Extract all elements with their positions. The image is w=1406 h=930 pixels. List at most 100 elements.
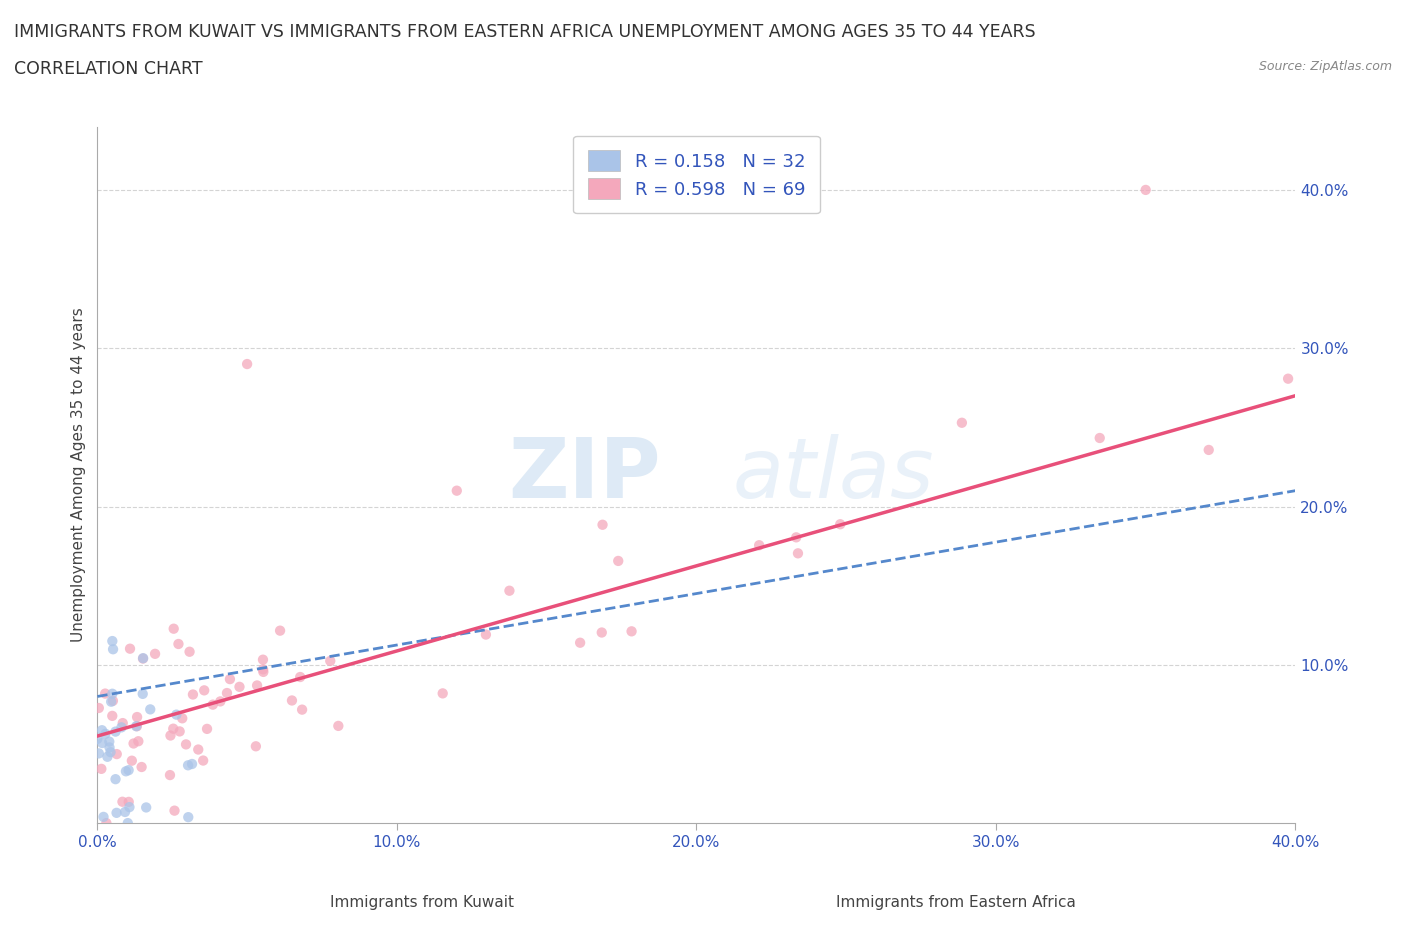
Point [118,642,141,657]
Point [172,711,194,725]
Point [100,695,122,710]
Text: Immigrants from Eastern Africa: Immigrants from Eastern Africa [837,895,1076,910]
Point [569,635,592,650]
Point [98,740,121,755]
Point [236,356,259,371]
Point [446,484,468,498]
Point [90,762,112,777]
Point [121,753,143,768]
Point [246,678,269,693]
Point [1135,182,1157,197]
Point [132,651,155,666]
Point [215,685,238,700]
Point [169,724,191,738]
Point [132,686,155,701]
Point [179,644,201,659]
Y-axis label: Unemployment Among Ages 35 to 44 years: Unemployment Among Ages 35 to 44 years [72,308,86,643]
Point [181,756,204,771]
Point [1198,443,1220,458]
Point [193,683,215,698]
Point [319,654,342,669]
Point [620,624,643,639]
Text: CORRELATION CHART: CORRELATION CHART [14,60,202,78]
Point [143,646,166,661]
Point [252,662,274,677]
Text: Immigrants from Kuwait: Immigrants from Kuwait [330,895,513,910]
Point [135,800,157,815]
Point [159,728,181,743]
Point [111,794,134,809]
Point [163,621,186,636]
Point [114,804,136,819]
Point [87,746,110,761]
Point [498,583,520,598]
Point [117,816,139,830]
Point [101,633,124,648]
Point [607,553,630,568]
Point [96,750,118,764]
Point [98,734,121,749]
Text: Source: ZipAtlas.com: Source: ZipAtlas.com [1258,60,1392,73]
Point [167,636,190,651]
Point [1088,431,1111,445]
Point [159,767,181,782]
Point [115,764,138,778]
Point [96,816,118,830]
Point [101,709,124,724]
Point [181,687,204,702]
Point [94,726,117,741]
Point [252,652,274,667]
Point [110,720,132,735]
Text: atlas: atlas [733,434,934,515]
Point [950,416,973,431]
Point [328,719,350,734]
Point [91,723,114,737]
Legend: R = 0.158   N = 32, R = 0.598   N = 69: R = 0.158 N = 32, R = 0.598 N = 69 [574,136,820,214]
Point [592,517,614,532]
Point [127,710,149,724]
Point [127,734,149,749]
Point [122,736,145,751]
Point [101,694,124,709]
Point [86,732,108,747]
Point [165,707,187,722]
Point [787,546,810,561]
Point [101,642,124,657]
Point [177,758,200,773]
Point [290,670,312,684]
Point [100,745,122,760]
Point [162,722,184,737]
Point [201,698,224,712]
Point [105,747,128,762]
Point [830,517,852,532]
Point [104,724,127,739]
Point [105,805,128,820]
Point [132,651,155,666]
Point [93,809,115,824]
Point [269,623,291,638]
Point [125,719,148,734]
Point [591,625,613,640]
Point [748,538,770,552]
Point [117,763,139,777]
Point [432,686,454,701]
Point [195,722,218,737]
Point [281,693,304,708]
Point [219,671,242,686]
Point [174,737,197,751]
Point [177,810,200,825]
Point [475,627,498,642]
Point [131,760,153,775]
Point [209,694,232,709]
Point [139,702,162,717]
Point [118,794,141,809]
Point [1277,371,1299,386]
Point [87,700,110,715]
Point [104,772,127,787]
Point [101,686,124,701]
Point [252,664,274,679]
Point [163,804,186,818]
Point [785,530,807,545]
Text: IMMIGRANTS FROM KUWAIT VS IMMIGRANTS FROM EASTERN AFRICA UNEMPLOYMENT AMONG AGES: IMMIGRANTS FROM KUWAIT VS IMMIGRANTS FRO… [14,23,1036,41]
Point [91,736,114,751]
